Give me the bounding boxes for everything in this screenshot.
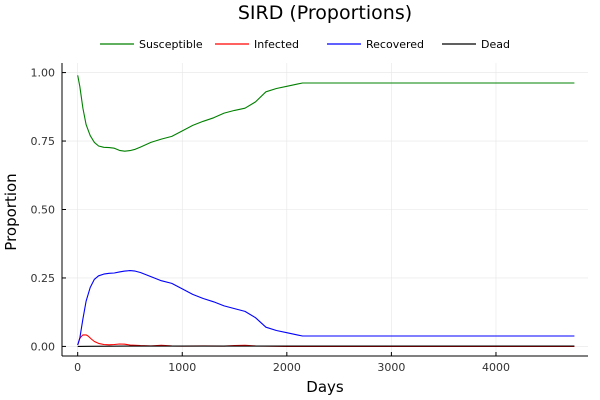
chart-title: SIRD (Proportions) [238,2,412,24]
x-tick-label: 2000 [273,361,301,374]
x-tick-label: 0 [74,361,81,374]
x-tick-label: 3000 [377,361,405,374]
series-line-susceptible [77,75,575,152]
series-line-infected [77,334,575,347]
x-axis-title: Days [306,378,344,396]
y-axis-title: Proportion [2,173,20,250]
tick-labels: 0 1000 2000 3000 4000 0.00 0.25 0.50 0.75 1.00 [31,67,510,374]
grid [62,63,588,356]
y-tick-label: 1.00 [31,67,56,80]
legend-label-dead: Dead [481,38,510,51]
x-tick-label: 1000 [168,361,196,374]
legend-label-susceptible: Susceptible [139,38,203,51]
legend-label-infected: Infected [254,38,299,51]
x-tick-label: 4000 [482,361,510,374]
legend: Susceptible Infected Recovered Dead [100,38,510,51]
series-line-recovered [77,270,575,346]
legend-label-recovered: Recovered [366,38,424,51]
series-lines [77,75,575,347]
y-tick-label: 0.50 [31,204,56,217]
y-tick-label: 0.00 [31,340,56,353]
y-tick-label: 0.75 [31,135,56,148]
y-tick-label: 0.25 [31,272,56,285]
